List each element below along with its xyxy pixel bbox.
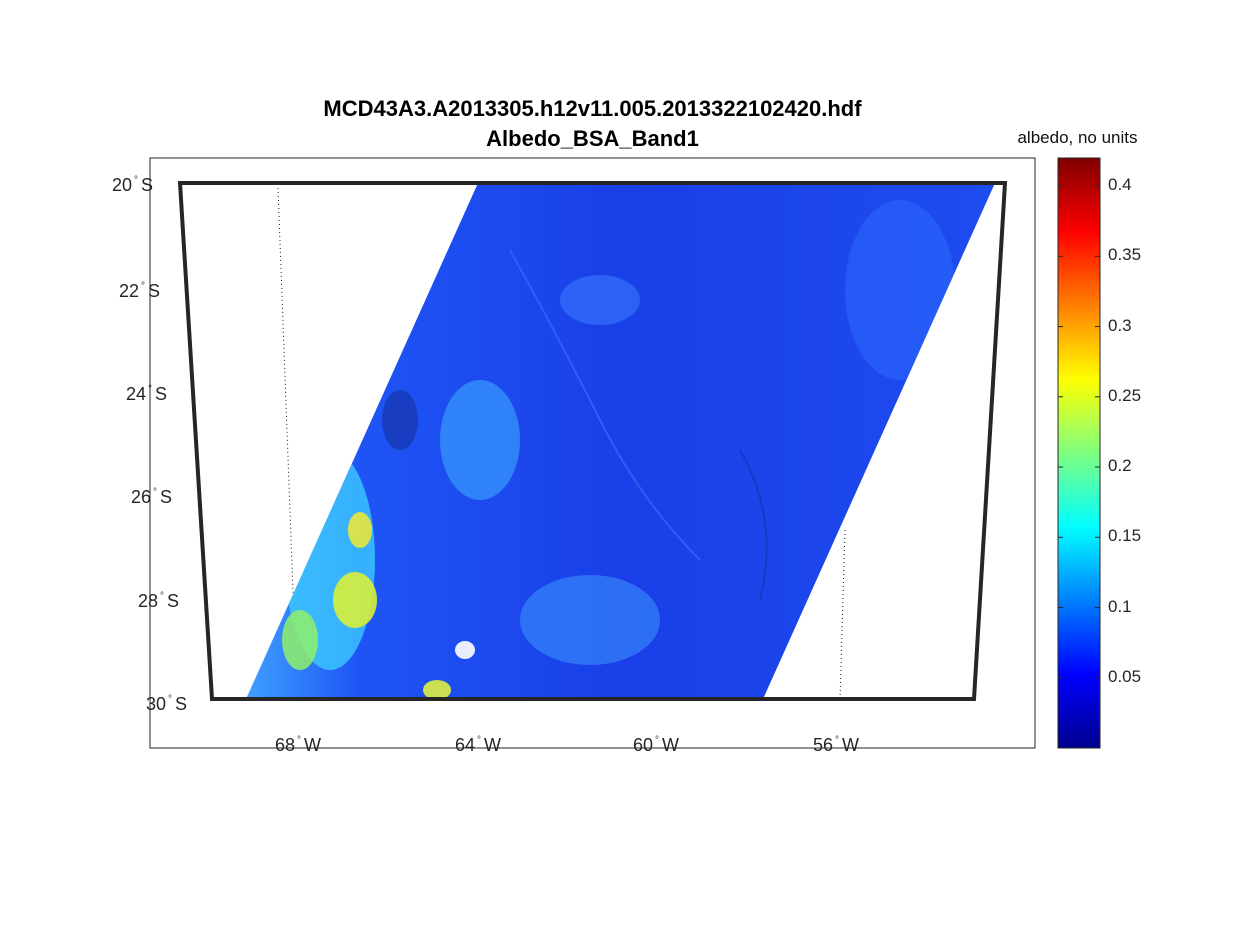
colorbar-tick-label: 0.15 <box>1108 526 1142 546</box>
lat-label-24: 24 ° S <box>126 384 168 404</box>
colorbar-tick-label: 0.05 <box>1108 666 1142 686</box>
lat-label-22: 22 ° S <box>119 281 161 301</box>
lon-label-64: 64 ° W <box>455 735 502 755</box>
axes-box <box>149 157 1036 749</box>
lon-label-60: 60 ° W <box>633 735 680 755</box>
lat-label-30: 30 ° S <box>146 694 188 714</box>
colorbar-tick-label: 0.35 <box>1108 245 1142 265</box>
colorbar-tick-label: 0.1 <box>1108 596 1132 616</box>
map-title-line2: Albedo_BSA_Band1 <box>486 126 699 151</box>
colorbar-tick-label: 0.3 <box>1108 315 1132 335</box>
colorbar-tick-label: 0.4 <box>1108 175 1132 195</box>
colorbar <box>1057 157 1101 749</box>
colorbar-ticks <box>1058 185 1100 679</box>
colorbar-tick-label: 0.25 <box>1108 385 1142 405</box>
lon-label-56: 56 ° W <box>813 735 860 755</box>
lon-label-68: 68 ° W <box>275 735 322 755</box>
colorbar-tick-label: 0.2 <box>1108 456 1132 476</box>
lat-label-20: 20 ° S <box>112 175 154 195</box>
map-title-line1: MCD43A3.A2013305.h12v11.005.201332210242… <box>323 96 862 121</box>
lat-label-26: 26 ° S <box>131 487 173 507</box>
map-frame <box>177 181 1008 701</box>
albedo-swath <box>246 183 995 699</box>
meridian-line <box>839 529 846 700</box>
lat-label-28: 28 ° S <box>138 591 180 611</box>
colorbar-title: albedo, no units <box>1017 128 1138 147</box>
